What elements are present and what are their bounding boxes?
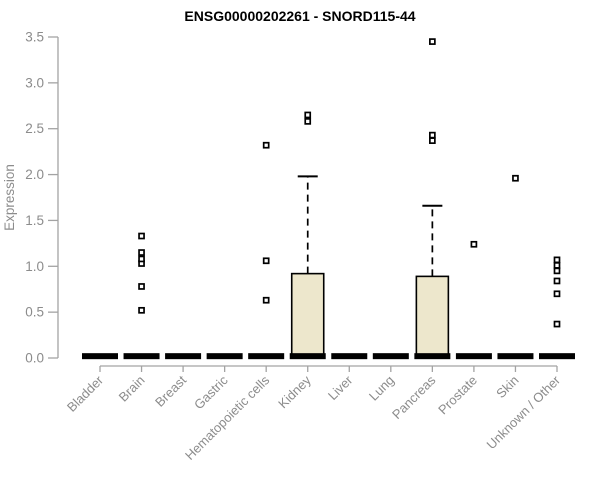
x-tick-label-kidney: Kidney	[275, 372, 314, 411]
y-tick-label: 1.5	[25, 213, 44, 228]
y-tick-label: 2.0	[25, 167, 44, 182]
outlier-point	[553, 277, 561, 285]
y-tick-label: 2.5	[25, 121, 44, 136]
outlier-point	[304, 118, 312, 125]
x-tick-label-prostate: Prostate	[435, 373, 480, 418]
median-bar	[497, 353, 534, 360]
chart-title: ENSG00000202261 - SNORD115-44	[184, 8, 416, 24]
outlier-point	[304, 111, 312, 119]
outlier-point	[470, 240, 478, 248]
median-bar	[455, 353, 492, 360]
median-bar	[123, 353, 160, 360]
boxplot-brain	[123, 232, 160, 360]
median-bar	[331, 353, 368, 360]
outlier-point	[138, 283, 145, 290]
x-tick-label-lung: Lung	[366, 373, 397, 404]
outlier-point	[138, 255, 145, 263]
outlier-point	[429, 131, 436, 139]
outlier-point	[512, 174, 519, 182]
y-tick-label: 0.5	[25, 305, 44, 320]
boxplot-liver	[331, 353, 368, 360]
outlier-point	[429, 38, 436, 45]
y-axis: 0.0 0.5 1.0 1.5 2.0 2.5 3.0 3.5 Expression	[2, 30, 59, 366]
median-bar	[414, 353, 451, 360]
boxplot-skin	[497, 174, 534, 360]
median-bar	[248, 353, 285, 360]
boxplot-hematopoietic-cells	[248, 141, 285, 360]
iqr-box	[290, 272, 325, 359]
boxplot-lung	[372, 353, 409, 360]
outlier-point	[429, 137, 436, 144]
outlier-point	[553, 320, 561, 328]
x-tick-label-pancreas: Pancreas	[389, 372, 439, 422]
x-tick-label-gastric: Gastric	[191, 372, 231, 412]
boxplot-prostate	[455, 240, 492, 360]
x-tick-label-brain: Brain	[116, 373, 148, 405]
median-bar	[206, 353, 243, 360]
outlier-point	[553, 267, 561, 275]
boxplot-breast	[165, 353, 202, 360]
outlier-point	[138, 249, 145, 256]
outlier-point	[262, 141, 270, 149]
outlier-point	[138, 232, 145, 240]
x-tick-label-unknown-other: Unknown / Other	[484, 372, 564, 452]
boxplot-kidney	[289, 111, 326, 360]
x-tick-label-skin: Skin	[493, 373, 521, 401]
y-tick-label: 3.5	[25, 30, 44, 45]
median-bar	[82, 353, 118, 360]
median-bar	[289, 353, 326, 360]
outlier-point	[553, 256, 561, 264]
y-axis-title: Expression	[2, 164, 17, 231]
boxplot-bladder	[82, 353, 118, 360]
median-bar	[165, 353, 202, 360]
boxplot-pancreas	[414, 38, 451, 360]
median-bar	[539, 353, 575, 360]
x-tick-label-liver: Liver	[325, 372, 356, 403]
iqr-box	[415, 275, 450, 359]
outlier-point	[553, 262, 561, 269]
outlier-point	[262, 257, 270, 265]
x-tick-label-breast: Breast	[152, 372, 189, 409]
y-tick-label: 0.0	[25, 351, 44, 366]
y-tick-label: 1.0	[25, 259, 44, 274]
boxplot-gastric	[206, 353, 243, 360]
outlier-point	[262, 296, 270, 304]
x-tick-label-bladder: Bladder	[64, 372, 107, 415]
y-tick-label: 3.0	[25, 75, 44, 90]
median-bar	[372, 353, 409, 360]
boxplot-unknown-other	[539, 256, 575, 360]
outlier-point	[138, 306, 145, 314]
outlier-point	[553, 290, 561, 298]
